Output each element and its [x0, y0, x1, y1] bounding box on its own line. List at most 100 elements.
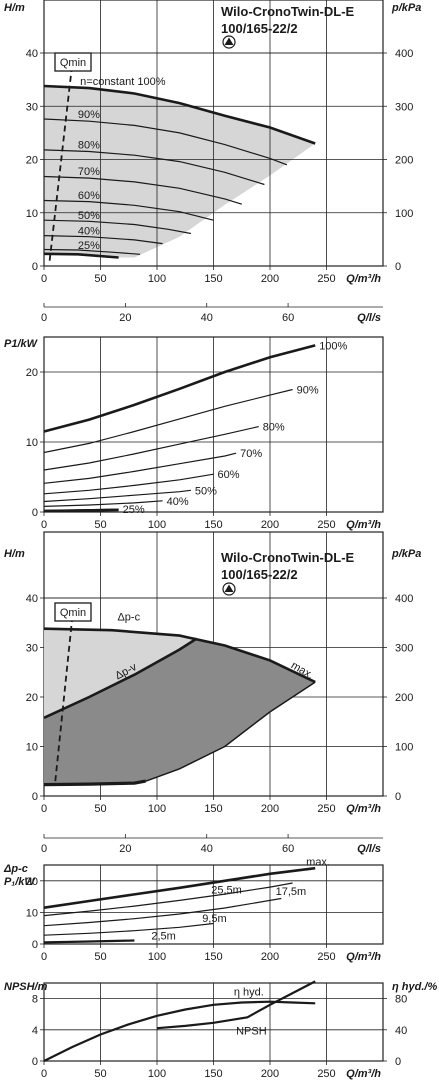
- qmin-label-b: Qmin: [60, 607, 86, 619]
- flow-ls-tick-label: 40: [201, 312, 213, 324]
- head_n_constant-xtick-label: 250: [317, 273, 335, 285]
- npsh_eff-xlabel: Q/m³/h: [346, 1068, 381, 1080]
- flow-ls-tick-label: 0: [41, 312, 47, 324]
- head_dp-xtick-label: 0: [41, 803, 47, 815]
- head_n_constant-xtick-label: 100: [148, 273, 166, 285]
- curve-label: n=constant 100%: [80, 76, 166, 88]
- curve-70: [43, 175, 242, 205]
- head_n_constant-xtick-label: 0: [41, 273, 47, 285]
- power-dp-label: 9,5m: [202, 913, 226, 925]
- flow-ls-tick-label-b: 60: [282, 843, 294, 855]
- power_dp-axes: 0 50 100 150 200 250 0 10 20 Q/m³/h: [26, 864, 384, 963]
- power-dp-label: max.: [306, 857, 330, 869]
- power_n_constant-xtick-label: 250: [317, 519, 335, 531]
- power-curve-label: 40%: [167, 496, 189, 508]
- power_dp-ytick-label: 0: [32, 939, 38, 951]
- power_n_constant-ytick-label: 0: [32, 507, 38, 519]
- power_n_constant-xtick-label: 0: [41, 519, 47, 531]
- flow-ls-tick-label: 60: [282, 312, 294, 324]
- head_dp-ytick-label: 20: [26, 692, 38, 704]
- power_n_constant-xtick-label: 200: [261, 519, 279, 531]
- product-title-line-1: Wilo-CronoTwin-DL-E: [221, 4, 355, 19]
- power_dp-xtick-label: 50: [94, 951, 106, 963]
- power_n_constant-ytick-label: 20: [26, 367, 38, 379]
- dp-c-label: Δp-c: [117, 611, 140, 623]
- npsh_eff-xtick-label: 0: [41, 1068, 47, 1080]
- wilo-triangle-icon-b: [222, 582, 236, 596]
- head_dp-ytick-label: 40: [26, 593, 38, 605]
- head_n_constant-xtick-label: 200: [261, 273, 279, 285]
- npsh_eff-xtick-label: 250: [317, 1068, 335, 1080]
- flow-ls-tick-label-b: 20: [119, 843, 131, 855]
- flow-ls-label-b: Q/l/s: [357, 843, 381, 855]
- power-curve: [43, 426, 259, 471]
- power-curve: [43, 452, 237, 484]
- head-ylabel: H/m: [4, 2, 25, 14]
- head_dp-y2tick-label: 400: [395, 593, 413, 605]
- head_dp-ytick-label: 0: [32, 791, 38, 803]
- head_dp-ytick-label: 30: [26, 643, 38, 655]
- qmin-label: Qmin: [60, 57, 86, 69]
- pressure-ylabel: p/kPa: [391, 2, 421, 14]
- power-dp-ylabel-1: Δp-c: [3, 863, 28, 875]
- power-dp-curve: [43, 922, 214, 936]
- power-curve: [43, 489, 191, 503]
- curve-label: 25%: [78, 240, 100, 252]
- curve-nconstant100: [43, 84, 316, 145]
- power_dp-xlabel: Q/m³/h: [346, 951, 381, 963]
- power-curve: [43, 473, 214, 495]
- curve-50: [43, 219, 192, 235]
- qmin-line-b: [54, 617, 74, 782]
- power-curve-label: 25%: [123, 504, 145, 516]
- power-dp-label: 17,5m: [276, 886, 307, 898]
- power_n_constant-xtick-label: 150: [204, 519, 222, 531]
- max-curve: [43, 627, 316, 684]
- head_dp-y2tick-label: 300: [395, 643, 413, 655]
- flow-ls-label: Q/l/s: [357, 312, 381, 324]
- npsh-label: NPSH: [236, 1025, 267, 1037]
- qmin-line: [48, 63, 74, 261]
- power-ylabel: P1/kW: [4, 338, 39, 350]
- power_n_constant-axes: 0 50 100 150 200 250 0 10 20 Q/m³/h: [26, 336, 384, 531]
- power-dp-label: 25,5m: [211, 884, 242, 896]
- power-dp-curve: [43, 882, 293, 917]
- head_dp-xlabel: Q/m³/h: [346, 803, 381, 815]
- curve-60: [43, 199, 214, 221]
- flow-ls-tick-label-b: 0: [41, 843, 47, 855]
- head_n_constant-ytick-label: 0: [32, 261, 38, 273]
- npsh_eff-xtick-label: 100: [148, 1068, 166, 1080]
- product-title-line-2: 100/165-22/2: [221, 21, 298, 36]
- power-curve: [43, 500, 163, 507]
- head_dp-xtick-label: 200: [261, 803, 279, 815]
- power-curve-label: 100%: [319, 340, 347, 352]
- head_n_constant-xtick-label: 150: [204, 273, 222, 285]
- efficiency-ylabel: η hyd./%: [392, 981, 437, 993]
- operating-region: [44, 86, 316, 258]
- power-curve-label: 60%: [218, 469, 240, 481]
- curve-90: [43, 118, 288, 166]
- flow-ls-tick-label-b: 40: [201, 843, 213, 855]
- power_n_constant-xtick-label: 50: [94, 519, 106, 531]
- head_dp-y2tick-label: 200: [395, 692, 413, 704]
- curve-label: 50%: [78, 210, 100, 222]
- head_n_constant-ytick-label: 20: [26, 155, 38, 167]
- npsh_eff-ytick-label: 8: [32, 994, 38, 1006]
- head_n_constant-y2tick-label: 0: [395, 261, 401, 273]
- head_n_constant-xlabel: Q/m³/h: [346, 273, 381, 285]
- curve-80: [43, 149, 265, 186]
- power-dp-label: 2,5m: [151, 930, 175, 942]
- head_dp-xtick-label: 100: [148, 803, 166, 815]
- product-title-line-2-b: 100/165-22/2: [221, 567, 298, 582]
- npsh_eff-xtick-label: 200: [261, 1068, 279, 1080]
- max-right-edge: [145, 681, 316, 782]
- curve-label: 40%: [78, 225, 100, 237]
- curve-label: 90%: [78, 109, 100, 121]
- head_n_constant-ytick-label: 40: [26, 48, 38, 60]
- npsh_eff-xtick-label: 150: [204, 1068, 222, 1080]
- product-title-box-bottom: Wilo-CronoTwin-DL-E 100/165-22/2: [221, 550, 355, 596]
- head_n_constant-y2tick-label: 100: [395, 208, 413, 220]
- curve-label: 60%: [78, 190, 100, 202]
- npsh_eff-y2tick-label: 0: [395, 1056, 401, 1068]
- power_dp-ytick-label: 20: [26, 876, 38, 888]
